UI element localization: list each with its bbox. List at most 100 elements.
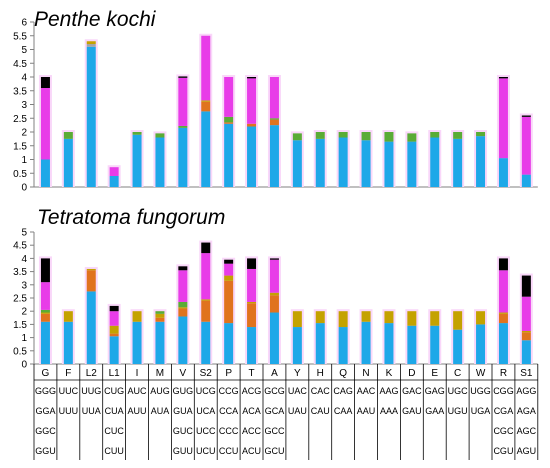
bar-segment-T-1 <box>247 303 257 328</box>
codon-label: UUC <box>59 386 79 396</box>
codon-label: UGA <box>471 406 491 416</box>
bar-segment-F-3 <box>63 311 73 322</box>
codon-label: AAG <box>379 386 398 396</box>
amino-acid-label-M: M <box>156 368 164 379</box>
y-tick-label: 1.5 <box>13 320 27 331</box>
bar-segment-Y-3 <box>292 311 302 328</box>
amino-acid-label-Y: Y <box>294 368 301 379</box>
bar-segment-V-6 <box>178 76 188 78</box>
bar-segment-S1-0 <box>521 340 531 364</box>
codon-label: CGC <box>493 426 514 436</box>
bar-segment-V-4 <box>178 125 188 128</box>
y-tick-label: 5.5 <box>13 31 27 42</box>
bar-segment-G-3 <box>40 312 50 314</box>
amino-acid-label-Q: Q <box>339 368 347 379</box>
bar-segment-N-4 <box>361 132 371 141</box>
amino-acid-label-T: T <box>248 368 254 379</box>
bar-segment-L2-2 <box>86 44 96 47</box>
bar-segment-K-0 <box>384 141 394 187</box>
y-tick-label: 3 <box>21 280 27 291</box>
bar-segment-G-0 <box>40 321 50 364</box>
bar-segment-S2-3 <box>201 100 211 102</box>
codon-label: GCU <box>264 446 284 456</box>
y-tick-label: 4 <box>21 254 27 265</box>
bar-segment-S2-3 <box>201 299 211 301</box>
bar-segment-E-0 <box>430 325 440 364</box>
bar-segment-V-6 <box>178 266 188 271</box>
amino-acid-label-L1: L1 <box>109 368 121 379</box>
codon-label: UUA <box>82 406 101 416</box>
bar-segment-F-0 <box>63 138 73 187</box>
codon-label: GUU <box>173 446 193 456</box>
bar-segment-L1-0 <box>109 336 119 364</box>
bar-segment-D-0 <box>407 141 417 187</box>
codon-label: AUC <box>128 386 148 396</box>
bar-segment-W-0 <box>476 324 486 364</box>
bar-segment-E-3 <box>430 311 440 326</box>
bar-segment-A-0 <box>269 125 279 187</box>
codon-label: UUG <box>81 386 101 396</box>
codon-label: GCA <box>265 406 285 416</box>
bar-segment-R-3 <box>498 312 508 314</box>
codon-label: ACA <box>242 406 261 416</box>
bar-segment-K-3 <box>384 311 394 324</box>
bar-segment-G-4 <box>40 309 50 313</box>
amino-acid-label-V: V <box>180 368 187 379</box>
bar-segment-M-4 <box>155 133 165 138</box>
bar-segment-Y-4 <box>292 133 302 141</box>
y-tick-label: 0.5 <box>13 169 27 180</box>
bar-segment-H-4 <box>315 132 325 139</box>
codon-label: UCG <box>196 386 216 396</box>
bar-segment-M-0 <box>155 137 165 187</box>
y-tick-label: 2.5 <box>13 114 27 125</box>
amino-acid-label-E: E <box>431 368 438 379</box>
codon-label: GUG <box>173 386 194 396</box>
bar-segment-S2-1 <box>201 101 211 112</box>
codon-label: AAU <box>357 406 376 416</box>
amino-acid-label-H: H <box>317 368 324 379</box>
bar-segment-Q-0 <box>338 327 348 364</box>
bar-segment-P-0 <box>224 323 234 364</box>
bar-segment-P-5 <box>224 263 234 276</box>
bar-segment-L2-0 <box>86 46 96 187</box>
codon-label: UAC <box>288 386 308 396</box>
bar-segment-S2-0 <box>201 321 211 364</box>
codon-label: AGA <box>517 406 536 416</box>
bar-segment-P-0 <box>224 123 234 187</box>
bar-segment-D-0 <box>407 325 417 364</box>
y-tick-label: 2 <box>21 128 27 139</box>
bar-segment-S1-5 <box>521 296 531 331</box>
bar-segment-G-6 <box>40 77 50 88</box>
bar-segment-W-4 <box>476 132 486 137</box>
bar-segment-G-6 <box>40 258 50 283</box>
bar-segment-C-3 <box>453 311 463 330</box>
amino-acid-label-W: W <box>476 368 486 379</box>
bar-segment-T-5 <box>247 78 257 124</box>
y-tick-label: 6 <box>21 18 27 29</box>
codon-label: CUG <box>104 386 124 396</box>
amino-acid-label-L2: L2 <box>86 368 98 379</box>
bar-segment-S2-5 <box>201 35 211 101</box>
bar-segment-G-5 <box>40 282 50 310</box>
bar-segment-T-0 <box>247 327 257 364</box>
bar-segment-A-5 <box>269 259 279 293</box>
codon-label: GGA <box>35 406 55 416</box>
bar-segment-P-3 <box>224 275 234 281</box>
bar-segment-S2-1 <box>201 300 211 322</box>
bar-segment-M-0 <box>155 321 165 364</box>
codon-label: UGG <box>470 386 491 396</box>
bar-segment-V-5 <box>178 77 188 126</box>
y-tick-label: 3.5 <box>13 267 27 278</box>
codon-label: AGU <box>517 446 537 456</box>
amino-acid-label-G: G <box>42 368 50 379</box>
bar-segment-S1-0 <box>521 174 531 187</box>
bar-segment-S1-1 <box>521 332 531 341</box>
bar-segment-G-1 <box>40 313 50 322</box>
bar-segment-F-0 <box>63 321 73 364</box>
bar-segment-I-4 <box>132 132 142 135</box>
bar-segment-S1-5 <box>521 116 531 175</box>
codon-label: CCG <box>219 386 239 396</box>
codon-label: CAU <box>311 406 330 416</box>
codon-label: ACG <box>242 386 262 396</box>
codon-label: GUA <box>173 406 193 416</box>
